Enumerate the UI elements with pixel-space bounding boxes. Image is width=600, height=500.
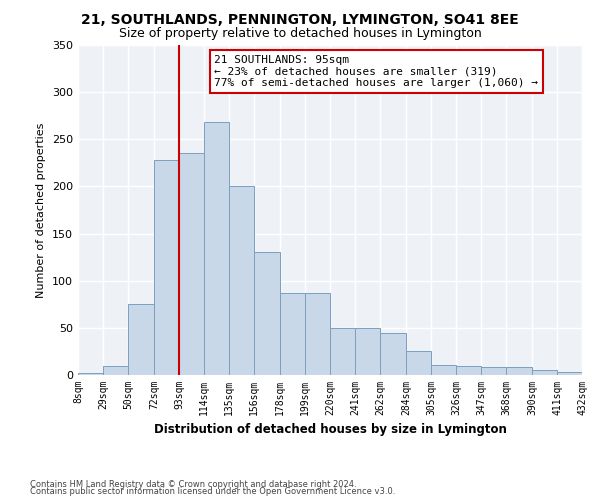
Bar [481, 366, 506, 375]
Bar [456, 366, 481, 375]
Y-axis label: Number of detached properties: Number of detached properties [37, 122, 46, 298]
X-axis label: Distribution of detached houses by size in Lymington: Distribution of detached houses by size … [154, 424, 506, 436]
Bar [431, 364, 456, 375]
Text: Contains HM Land Registry data © Crown copyright and database right 2024.: Contains HM Land Registry data © Crown c… [30, 480, 356, 489]
Text: Contains public sector information licensed under the Open Government Licence v3: Contains public sector information licen… [30, 488, 395, 496]
Bar [330, 328, 355, 375]
Bar [179, 154, 204, 375]
Text: 21 SOUTHLANDS: 95sqm
← 23% of detached houses are smaller (319)
77% of semi-deta: 21 SOUTHLANDS: 95sqm ← 23% of detached h… [214, 55, 538, 88]
Bar [78, 373, 103, 375]
Bar [229, 186, 254, 375]
Bar [103, 366, 128, 375]
Bar [128, 304, 154, 375]
Bar [406, 352, 431, 375]
Bar [506, 368, 532, 375]
Bar [557, 372, 582, 375]
Text: Size of property relative to detached houses in Lymington: Size of property relative to detached ho… [119, 28, 481, 40]
Bar [532, 370, 557, 375]
Bar [355, 328, 380, 375]
Bar [305, 293, 330, 375]
Bar [254, 252, 280, 375]
Bar [154, 160, 179, 375]
Bar [204, 122, 229, 375]
Text: 21, SOUTHLANDS, PENNINGTON, LYMINGTON, SO41 8EE: 21, SOUTHLANDS, PENNINGTON, LYMINGTON, S… [81, 12, 519, 26]
Bar [280, 293, 305, 375]
Bar [380, 332, 406, 375]
